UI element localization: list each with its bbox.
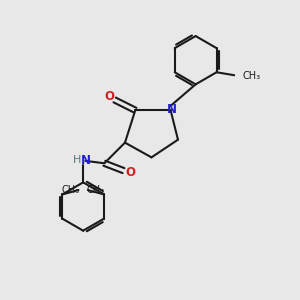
Text: H: H [73,155,82,165]
Text: CH₃: CH₃ [87,185,105,195]
Text: CH₃: CH₃ [242,71,260,81]
Text: O: O [104,90,114,103]
Text: CH₃: CH₃ [61,185,80,195]
Text: N: N [167,103,176,116]
Text: N: N [81,154,91,166]
Text: O: O [125,166,135,178]
